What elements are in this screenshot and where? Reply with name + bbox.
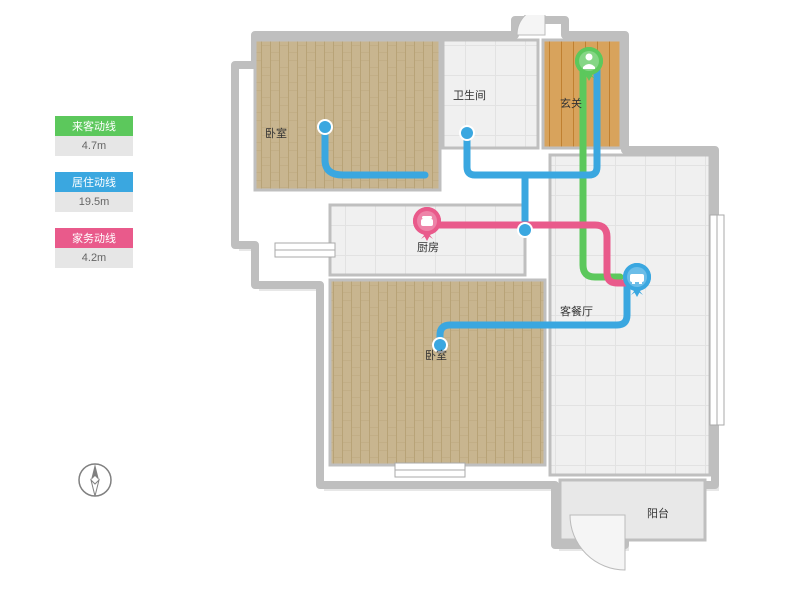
legend-label: 来客动线 xyxy=(72,118,116,134)
legend-color-living: 居住动线 xyxy=(55,172,133,192)
legend-label: 居住动线 xyxy=(72,174,116,190)
legend-item-visitor: 来客动线 4.7m xyxy=(55,116,135,156)
legend-value: 4.2m xyxy=(55,248,133,268)
legend-item-housework: 家务动线 4.2m xyxy=(55,228,135,268)
legend-value: 19.5m xyxy=(55,192,133,212)
legend-item-living: 居住动线 19.5m xyxy=(55,172,135,212)
legend-color-visitor: 来客动线 xyxy=(55,116,133,136)
legend-color-housework: 家务动线 xyxy=(55,228,133,248)
legend-value: 4.7m xyxy=(55,136,133,156)
legend-label: 家务动线 xyxy=(72,230,116,246)
compass-icon xyxy=(75,460,115,500)
floorplan: 卧室卫生间玄关厨房卧室客餐厅阳台 xyxy=(225,15,735,585)
legend: 来客动线 4.7m 居住动线 19.5m 家务动线 4.2m xyxy=(55,116,135,284)
